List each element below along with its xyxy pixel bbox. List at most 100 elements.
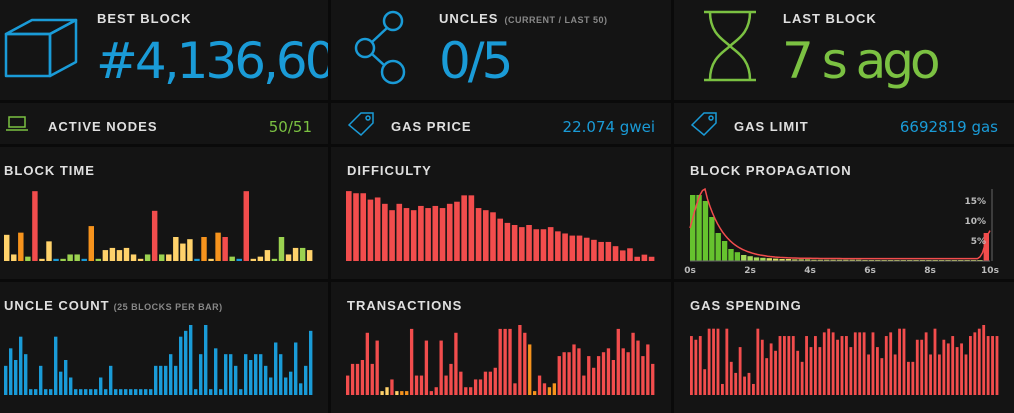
bar [920, 339, 924, 395]
bar [884, 336, 888, 395]
bar [214, 348, 218, 395]
gas-limit-label: GAS LIMIT [734, 119, 809, 134]
gas-limit-value: 6692819 gas [899, 118, 998, 136]
bar [114, 389, 118, 395]
bar [973, 332, 977, 395]
block-propagation-chart: BLOCK PROPAGATION 0s 2s 4s 6s 8s 10s 15% 10% 5% [674, 147, 1014, 279]
bar [134, 389, 138, 395]
bar [601, 352, 606, 395]
bar [224, 354, 228, 395]
bar [424, 340, 429, 395]
bar [419, 375, 424, 395]
bar [738, 347, 742, 395]
bar [893, 354, 897, 395]
bar [299, 383, 303, 395]
bar [703, 369, 707, 395]
bar [99, 377, 103, 395]
bar [596, 356, 601, 395]
bar [508, 328, 512, 395]
bar [400, 391, 404, 395]
bar [598, 241, 604, 261]
x-tick-label: 10s [981, 266, 999, 276]
bar [151, 210, 158, 261]
bar [137, 258, 144, 261]
bar [840, 336, 844, 395]
bar [792, 259, 798, 261]
bar [698, 336, 702, 395]
bar [519, 227, 525, 261]
bar [84, 389, 88, 395]
bar [818, 347, 822, 395]
bar [547, 227, 554, 261]
bar [747, 372, 751, 395]
bar [582, 375, 586, 395]
bar [772, 258, 779, 261]
bar [449, 363, 453, 395]
bar [116, 250, 123, 261]
bar [395, 391, 399, 395]
bar [4, 234, 10, 261]
bar [464, 387, 468, 395]
bar [346, 191, 352, 261]
bar [734, 372, 738, 395]
bar [166, 254, 172, 261]
bar [360, 193, 367, 261]
bar [189, 325, 193, 395]
bar [938, 354, 941, 395]
bar [385, 387, 389, 395]
bar [809, 347, 813, 395]
bar [39, 365, 43, 395]
bar [511, 225, 518, 261]
bar [444, 375, 448, 395]
bar [824, 259, 830, 261]
bar [969, 336, 972, 395]
laptop-icon [6, 116, 28, 131]
bar [365, 332, 369, 395]
bar [382, 203, 388, 261]
bar [410, 210, 417, 261]
bar [454, 332, 458, 395]
y-tick-label: 5% [971, 237, 986, 247]
gas-limit-stat: GAS LIMIT 6692819 gas [674, 103, 1014, 144]
bar [403, 208, 410, 261]
bar [616, 328, 620, 395]
bar [173, 237, 179, 261]
bar [555, 231, 561, 261]
bar [164, 365, 168, 395]
bar [184, 330, 188, 395]
bar [194, 258, 200, 261]
bar [375, 340, 379, 395]
block-time-bars [4, 191, 313, 261]
bar [587, 356, 591, 395]
bar [209, 389, 213, 395]
bar [102, 250, 109, 261]
bar [482, 210, 489, 261]
bar [454, 201, 460, 261]
bar [849, 347, 853, 395]
bar [264, 250, 271, 261]
bar [641, 254, 648, 261]
last-block-panel: LAST BLOCK 7 s ago [674, 0, 1014, 100]
uncles-label: UNCLES (CURRENT / LAST 50) [439, 11, 608, 26]
gas-price-label: GAS PRICE [391, 119, 472, 134]
bar [469, 387, 473, 395]
bar [946, 343, 950, 395]
bar [876, 347, 879, 395]
uncle-count-chart: UNCLE COUNT (25 BLOCKS PER BAR) [0, 282, 328, 413]
last-block-value: 7 s ago [782, 32, 941, 90]
bar [696, 195, 702, 261]
bar [498, 328, 502, 395]
bar [552, 383, 556, 395]
bar [822, 332, 826, 395]
bar [955, 347, 959, 395]
bar [284, 377, 288, 395]
bar [779, 259, 785, 261]
gas-spending-bars [690, 325, 999, 395]
bar [94, 389, 98, 395]
bar [468, 195, 475, 261]
bar [79, 389, 83, 395]
bar [29, 389, 33, 395]
bar [849, 259, 855, 261]
bar [208, 258, 214, 261]
bar [983, 233, 989, 261]
